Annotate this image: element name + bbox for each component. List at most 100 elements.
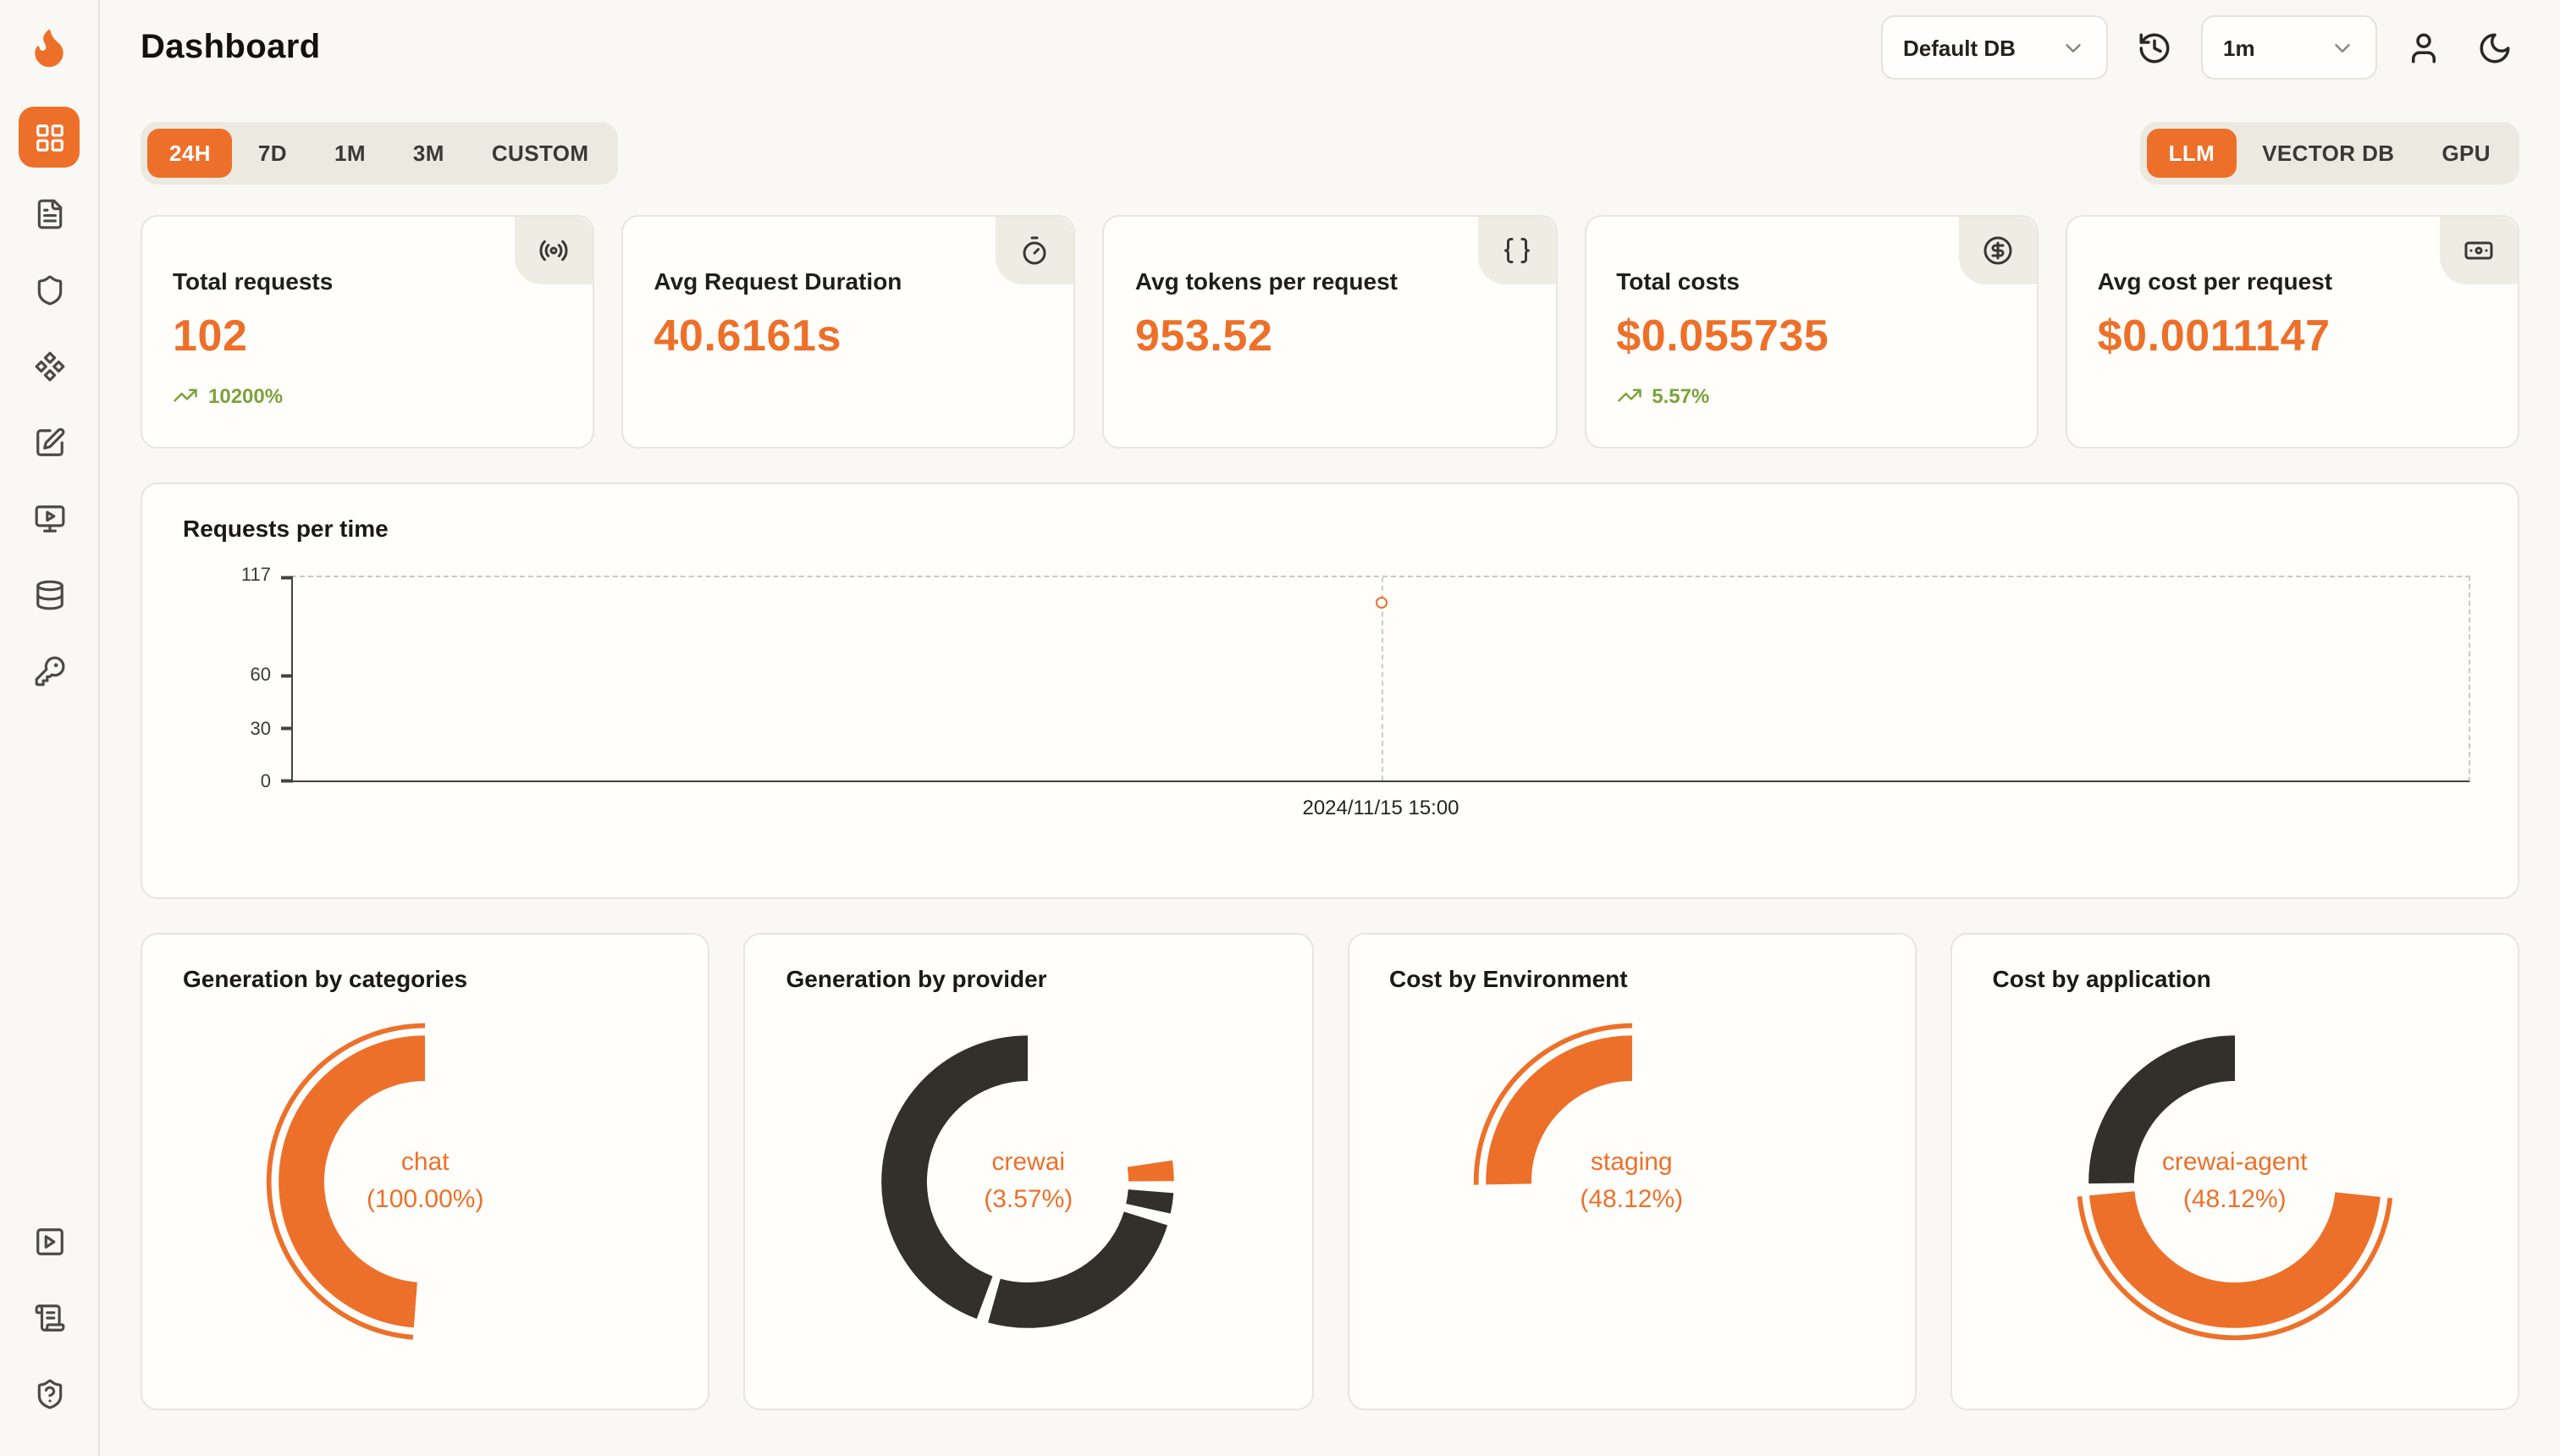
donut-segment [2088, 1035, 2381, 1328]
refresh-interval-select[interactable]: 1m [2201, 15, 2377, 80]
stat-label: Total costs [1616, 267, 1740, 295]
stat-card-avg-cost: Avg cost per request $0.0011147 [2065, 215, 2520, 449]
stat-delta-value: 5.57% [1652, 383, 1710, 407]
donut-percent: (48.12%) [2182, 1185, 2287, 1214]
donut-svg [2076, 1023, 2393, 1341]
moon-icon [2480, 32, 2510, 63]
donut-center-label: staging (48.12%) [1469, 1019, 1794, 1344]
sidebar-item-documentation[interactable] [19, 1287, 80, 1348]
monitor-play-icon [34, 505, 64, 532]
donut-label: crewai-agent [2161, 1148, 2308, 1177]
y-tickmark [281, 779, 293, 782]
stat-value: 953.52 [1134, 310, 1273, 361]
crosshair-line [1381, 577, 1382, 780]
stat-value: 40.6161s [654, 310, 842, 361]
stat-delta: 10200% [173, 383, 562, 408]
radio-icon [539, 240, 568, 262]
theme-toggle-button[interactable] [2470, 23, 2519, 72]
plot-region: 0 30 60 117 2024/11/15 15:00 [241, 565, 2470, 819]
scroll-text-icon [34, 1304, 64, 1331]
sidebar-item-support[interactable] [19, 1363, 80, 1424]
donut-chart[interactable]: staging (48.12%) [1469, 1019, 1794, 1344]
tab-3m[interactable]: 3M [391, 129, 466, 178]
donut-segment [1485, 1035, 1779, 1328]
layout-grid-icon [36, 124, 63, 151]
donut-percent: (48.12%) [1580, 1185, 1684, 1214]
data-point-marker[interactable] [1375, 597, 1387, 609]
page-title: Dashboard [141, 28, 321, 65]
sidebar-item-prompt-hub[interactable] [19, 335, 80, 396]
file-text-icon [36, 198, 62, 229]
sidebar-item-api-keys[interactable] [19, 640, 80, 701]
y-tickmark [281, 675, 293, 678]
refresh-history-button[interactable] [2130, 23, 2179, 72]
sidebar-item-dashboard[interactable] [19, 107, 80, 168]
square-play-icon [36, 1227, 63, 1255]
donut-center-label: crewai (3.57%) [866, 1019, 1191, 1344]
sidebar-item-playground[interactable] [19, 488, 80, 549]
app-logo[interactable] [17, 15, 81, 80]
donut-chart[interactable]: crewai (3.57%) [866, 1019, 1191, 1344]
tab-gpu[interactable]: GPU [2419, 129, 2513, 178]
plot-area: 2024/11/15 15:00 [281, 576, 2470, 819]
database-select[interactable]: Default DB [1881, 15, 2108, 80]
donut-label: crewai [991, 1148, 1066, 1177]
shield-icon [36, 274, 62, 305]
donut-svg [881, 1035, 1175, 1328]
donut-segment [279, 1035, 572, 1328]
stat-value: $0.0011147 [2097, 310, 2331, 361]
tab-7d[interactable]: 7D [236, 129, 309, 178]
chevron-down-icon [2335, 43, 2350, 52]
stat-cards-row: Total requests 102 10200% Avg Request Du… [141, 215, 2520, 449]
stat-label: Total requests [173, 267, 334, 295]
stat-icon-chip [1477, 217, 1556, 284]
donut-svg [1473, 1023, 1790, 1341]
donut-percent: (100.00%) [367, 1185, 484, 1214]
circle-dollar-icon [1983, 236, 2012, 265]
donut-center-label: crewai-agent (48.12%) [2072, 1019, 2397, 1344]
tab-vector-db[interactable]: VECTOR DB [2240, 129, 2416, 178]
tab-llm[interactable]: LLM [2146, 129, 2237, 178]
tab-24h[interactable]: 24H [147, 129, 233, 178]
chart-title: Cost by application [1992, 965, 2211, 992]
sidebar-item-evaluations[interactable] [19, 411, 80, 472]
sidebar-item-getting-started[interactable] [19, 1211, 80, 1271]
stat-card-avg-tokens: Avg tokens per request 953.52 [1102, 215, 1558, 449]
donut-card-categories: Generation by categories chat (100.00%) [141, 933, 710, 1410]
stat-icon-chip [515, 217, 593, 284]
stat-label: Avg cost per request [2097, 267, 2333, 295]
donut-chart[interactable]: chat (100.00%) [262, 1019, 588, 1344]
donut-chart[interactable]: crewai-agent (48.12%) [2072, 1019, 2397, 1344]
donut-highlight-arc [267, 1023, 584, 1341]
square-pen-icon [36, 427, 64, 455]
sidebar-item-exceptions[interactable] [19, 259, 80, 320]
stat-card-total-costs: Total costs $0.055735 5.57% [1584, 215, 2039, 449]
stat-label: Avg tokens per request [1134, 267, 1398, 295]
stat-label: Avg Request Duration [654, 267, 902, 295]
sidebar [0, 0, 100, 1456]
donut-card-provider: Generation by provider crewai (3.57%) [743, 933, 1313, 1410]
user-menu-button[interactable] [2399, 23, 2448, 72]
key-icon [34, 655, 64, 686]
requests-chart-card: Requests per time 0 30 60 117 2024/11/15 15… [141, 483, 2519, 899]
sidebar-item-requests[interactable] [19, 183, 80, 244]
stat-icon-chip [996, 217, 1074, 284]
tab-custom[interactable]: CUSTOM [470, 129, 611, 178]
chart-title: Requests per time [183, 515, 389, 542]
refresh-interval-value: 1m [2223, 35, 2255, 60]
sidebar-item-databases[interactable] [19, 564, 80, 625]
y-tickmark [281, 576, 293, 579]
timer-icon [1023, 236, 1047, 265]
stat-delta-value: 10200% [208, 383, 284, 407]
y-tick-label: 0 [260, 772, 271, 792]
y-axis: 0 30 60 117 [200, 565, 291, 792]
donut-cards-row: Generation by categories chat (100.00%) … [141, 933, 2519, 1410]
header-controls: Default DB 1m [1881, 15, 2519, 80]
tab-1m[interactable]: 1M [312, 129, 388, 178]
y-tick-label: 30 [250, 719, 272, 740]
donut-segment [2088, 1035, 2381, 1328]
stat-value: $0.055735 [1616, 310, 1829, 361]
y-tick-label: 117 [240, 565, 271, 586]
chart-title: Generation by provider [786, 965, 1047, 992]
